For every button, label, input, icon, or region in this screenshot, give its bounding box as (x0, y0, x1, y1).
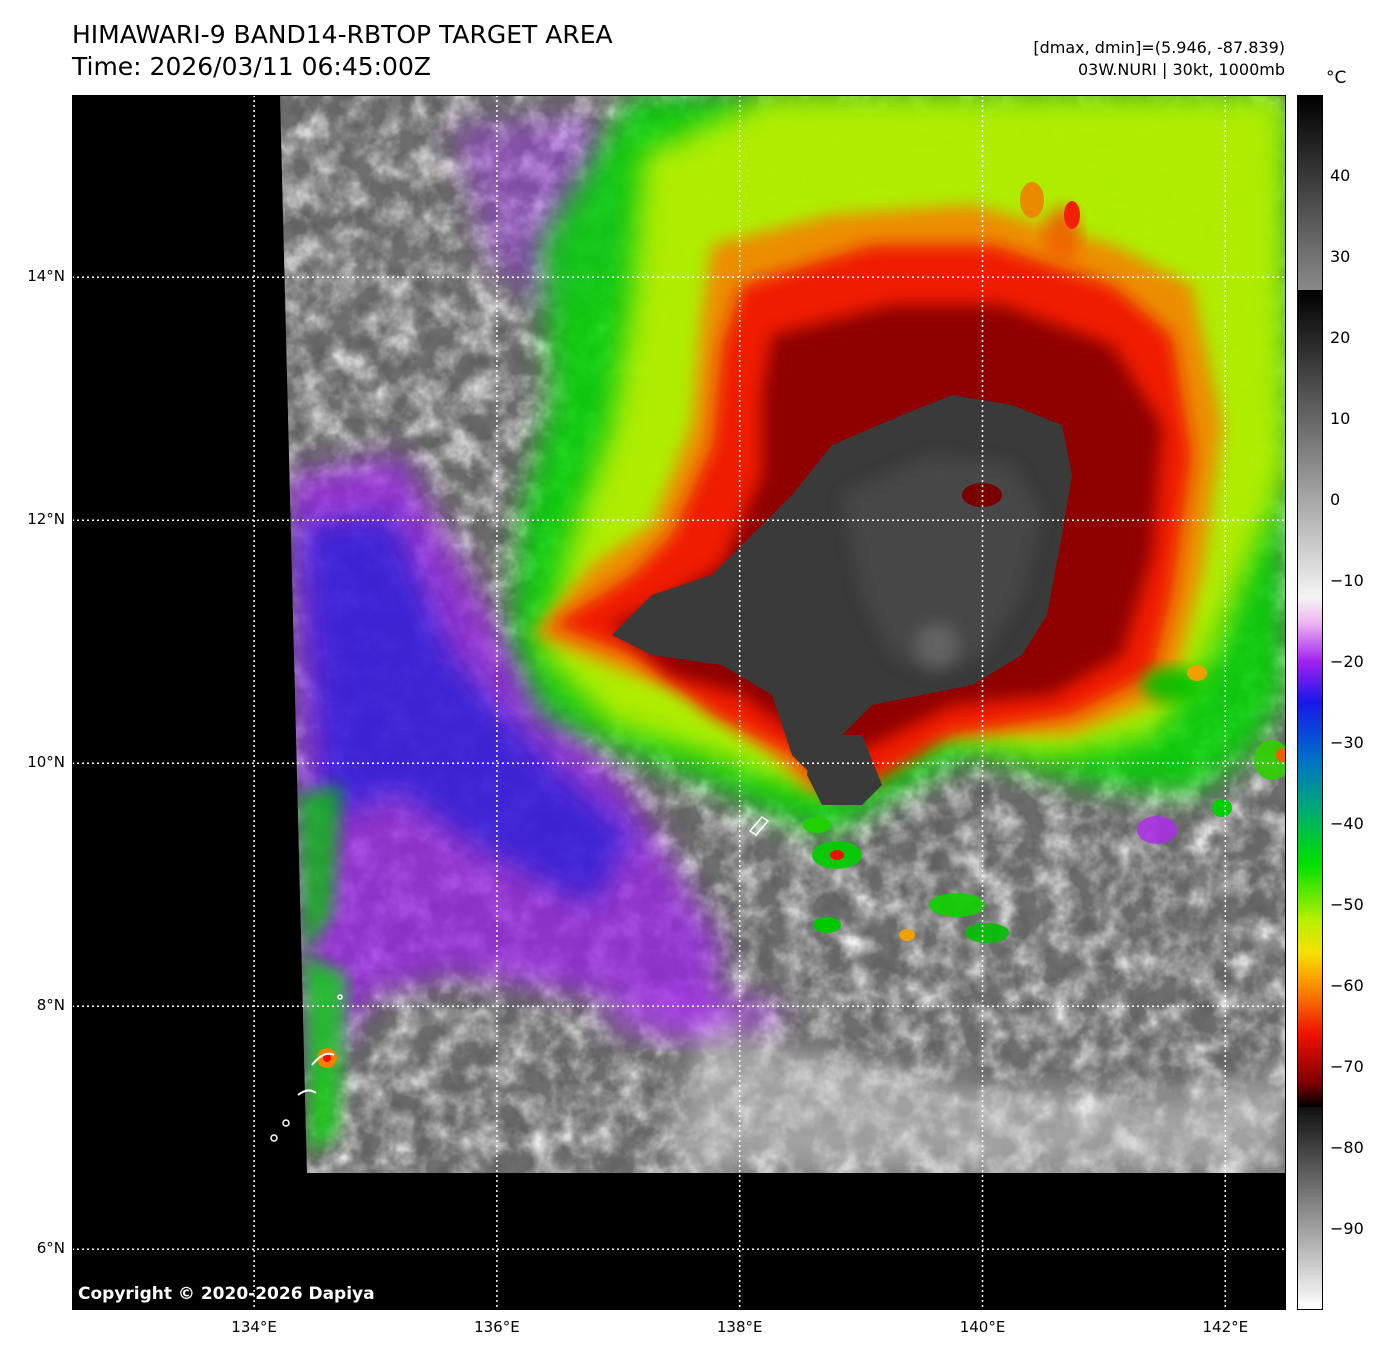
copyright-label: Copyright © 2020-2026 Dapiya (78, 1284, 375, 1304)
longitude-label: 140°E (959, 1318, 1006, 1336)
convective-cell (1064, 201, 1080, 229)
figure-title: HIMAWARI-9 BAND14-RBTOP TARGET AREA (72, 20, 613, 49)
convective-cell (1020, 182, 1044, 218)
overcast-southern-lobe (807, 735, 882, 805)
convective-cell (1142, 667, 1202, 703)
overcast-inner-core (842, 455, 1042, 675)
convective-cell (830, 850, 844, 860)
latitude-label: 10°N (27, 753, 65, 772)
convective-cell (899, 929, 915, 941)
convective-cell (1137, 816, 1177, 844)
island (270, 1134, 278, 1142)
longitude-label: 134°E (231, 1318, 277, 1336)
longitude-label: 142°E (1202, 1318, 1249, 1336)
convective-cell (803, 817, 831, 833)
west-green-band (298, 785, 342, 955)
convective-cell (929, 893, 985, 917)
island (748, 816, 770, 836)
colorbar-unit: °C (1326, 68, 1347, 88)
colorbar-tick-label: −10 (1330, 571, 1364, 590)
island (337, 994, 343, 1000)
blue-cloud-region (302, 515, 632, 905)
overshooting-top (915, 623, 959, 667)
gridlines (72, 95, 1286, 1310)
low-cloud-field (672, 1025, 1286, 1173)
colorbar-tick-label: −30 (1330, 733, 1364, 752)
latitude-label: 14°N (27, 267, 65, 286)
colorbar-tick-label: −60 (1330, 976, 1364, 995)
coastline (297, 1089, 317, 1096)
colorbar-tick-label: −90 (1330, 1219, 1364, 1238)
dmax-dmin-readout: [dmax, dmin]=(5.946, -87.839) (1033, 38, 1285, 57)
colorbar-tick-label: 30 (1330, 247, 1351, 266)
longitude-label: 138°E (716, 1318, 763, 1336)
colorbar-tick-label: 40 (1330, 166, 1351, 185)
figure-time: Time: 2026/03/11 06:45:00Z (72, 52, 431, 81)
island (282, 1119, 290, 1127)
colorbar-tick-label: 10 (1330, 409, 1351, 428)
colorbar-tick-label: 20 (1330, 328, 1351, 347)
satellite-imagery (72, 95, 1286, 1310)
coastline (311, 1052, 335, 1066)
colorbar-tick-label: −20 (1330, 652, 1364, 671)
colorbar-tick-label: 0 (1330, 490, 1341, 509)
storm-info: 03W.NURI | 30kt, 1000mb (1077, 60, 1285, 79)
colorbar-tick-label: −70 (1330, 1057, 1364, 1076)
colorbar-tick-label: −80 (1330, 1138, 1364, 1157)
latitude-label: 12°N (27, 510, 65, 529)
colorbar-tick-label: −50 (1330, 895, 1364, 914)
latitude-label: 6°N (36, 1239, 65, 1258)
satellite-map: Copyright © 2020-2026 Dapiya (72, 95, 1286, 1310)
latitude-label: 8°N (36, 996, 65, 1015)
convective-cell (813, 917, 841, 933)
longitude-label: 136°E (474, 1318, 520, 1336)
colorbar-tick-label: −40 (1330, 814, 1364, 833)
purple-cloud-region (602, 989, 782, 1041)
colorbar (1297, 95, 1323, 1310)
convective-cell (323, 1054, 331, 1062)
convective-cell (1187, 665, 1207, 681)
convective-cell (965, 923, 1009, 943)
convective-cell (1212, 799, 1232, 817)
